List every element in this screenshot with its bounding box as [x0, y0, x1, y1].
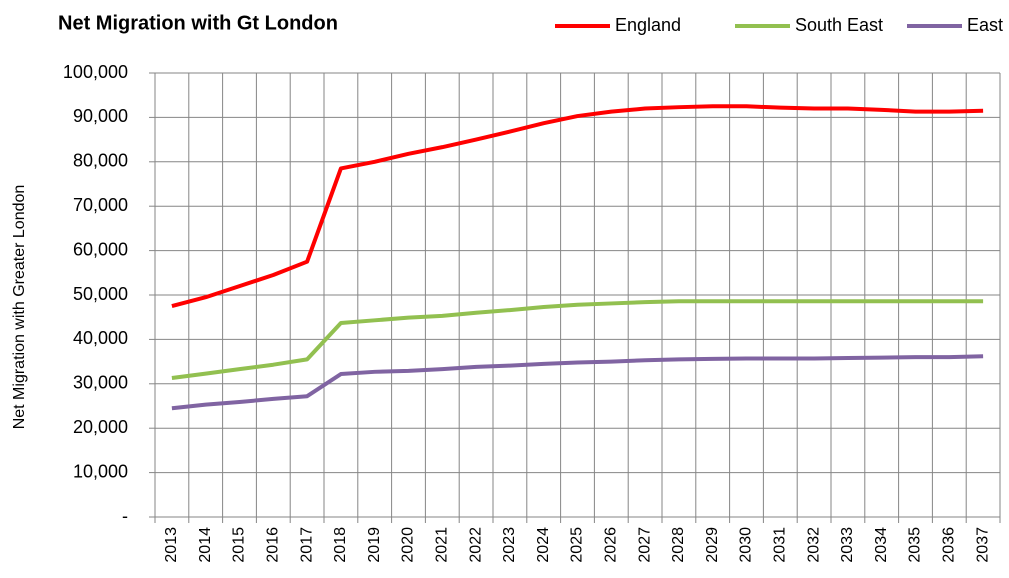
x-tick-label: 2022 — [467, 527, 484, 563]
x-tick-label: 2031 — [772, 527, 789, 563]
series-line — [171, 354, 984, 411]
chart-title: Net Migration with Gt London — [58, 12, 338, 34]
legend-label: South East — [795, 15, 883, 35]
x-tick-label: 2027 — [636, 527, 653, 563]
x-tick-label: 2030 — [738, 527, 755, 563]
y-tick-label: 80,000 — [73, 151, 128, 171]
y-tick-label: 40,000 — [73, 328, 128, 348]
x-tick-label: 2034 — [873, 527, 890, 563]
x-tick-label: 2017 — [298, 527, 315, 563]
x-tick-label: 2021 — [434, 527, 451, 563]
y-tick-label: 60,000 — [73, 239, 128, 259]
series-line — [171, 104, 984, 309]
y-tick-label: 70,000 — [73, 195, 128, 215]
x-tick-label: 2013 — [163, 527, 180, 563]
x-tick-label: 2019 — [366, 527, 383, 563]
y-tick-label: 50,000 — [73, 284, 128, 304]
x-tick-label: 2018 — [332, 527, 349, 563]
x-tick-label: 2036 — [941, 527, 958, 563]
y-tick-label: 20,000 — [73, 417, 128, 437]
series-line — [171, 299, 984, 381]
x-tick-label: 2023 — [501, 527, 518, 563]
x-tick-label: 2015 — [231, 527, 248, 563]
y-tick-label: 100,000 — [63, 62, 128, 82]
x-tick-label: 2020 — [400, 527, 417, 563]
x-tick-label: 2028 — [670, 527, 687, 563]
y-axis-label: Net Migration with Greater London — [11, 185, 28, 430]
x-tick-label: 2029 — [704, 527, 721, 563]
x-tick-label: 2032 — [805, 527, 822, 563]
x-tick-label: 2037 — [974, 527, 991, 563]
x-tick-label: 2026 — [603, 527, 620, 563]
x-tick-label: 2035 — [907, 527, 924, 563]
x-tick-label: 2025 — [569, 527, 586, 563]
x-tick-label: 2024 — [535, 527, 552, 563]
x-tick-label: 2016 — [265, 527, 282, 563]
y-tick-label: 30,000 — [73, 373, 128, 393]
x-tick-label: 2033 — [839, 527, 856, 563]
y-tick-label: 90,000 — [73, 106, 128, 126]
y-tick-label: - — [122, 506, 128, 526]
legend-label: East — [967, 15, 1003, 35]
x-tick-label: 2014 — [197, 527, 214, 563]
legend-label: England — [615, 15, 681, 35]
y-tick-label: 10,000 — [73, 461, 128, 481]
